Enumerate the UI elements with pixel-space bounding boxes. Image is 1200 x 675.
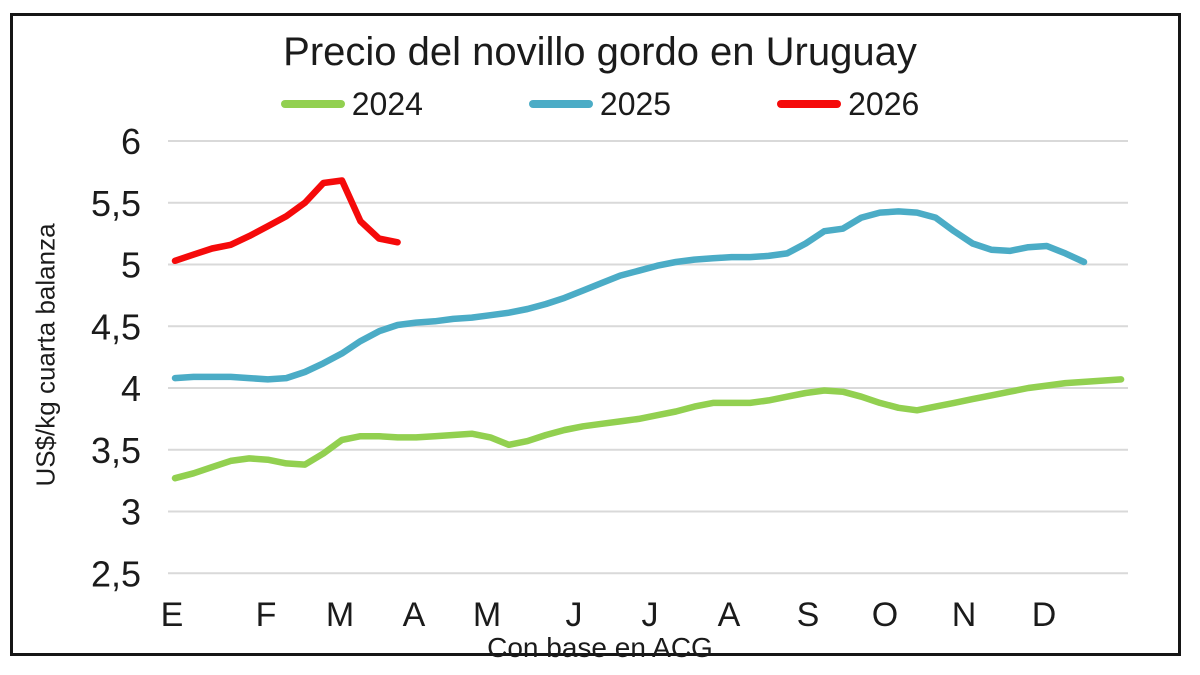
series-line-2024 xyxy=(171,376,1125,482)
y-tick-label: 4,5 xyxy=(91,306,141,347)
x-tick-label: N xyxy=(952,596,977,634)
legend-item-2024: 2024 xyxy=(280,86,423,122)
legend-swatch-2024 xyxy=(280,100,345,108)
y-tick-label: 4 xyxy=(121,368,141,409)
x-tick-label: M xyxy=(326,596,354,634)
y-tick-label: 3 xyxy=(121,492,141,533)
legend-label-2026: 2026 xyxy=(848,86,920,122)
legend-swatch-2025 xyxy=(528,100,593,108)
legend-label-2025: 2025 xyxy=(599,86,672,122)
legend-label-2024: 2024 xyxy=(351,86,423,122)
legend-item-2025: 2025 xyxy=(528,86,672,122)
chart-frame xyxy=(10,13,1181,656)
y-tick-label: 3,5 xyxy=(91,430,141,471)
y-tick-label: 5 xyxy=(121,245,141,286)
legend-item-2026: 2026 xyxy=(777,88,919,120)
x-tick-label: E xyxy=(161,596,184,634)
y-tick-label: 6 xyxy=(121,121,141,162)
x-tick-label: A xyxy=(718,596,741,634)
x-tick-label: M xyxy=(473,596,501,634)
chart-title: Precio del novillo gordo en Uruguay xyxy=(283,30,917,74)
y-tick-label: 5,5 xyxy=(91,183,141,224)
series-line-2026 xyxy=(171,177,401,265)
legend-swatch-2026 xyxy=(777,100,842,108)
chart-legend: 2024 2025 2026 xyxy=(0,88,1200,120)
x-tick-label: J xyxy=(566,596,583,634)
x-tick-label: F xyxy=(256,596,277,634)
x-tick-label: J xyxy=(642,596,659,634)
x-tick-label: A xyxy=(403,596,426,634)
x-tick-label: O xyxy=(872,596,898,634)
x-tick-label: D xyxy=(1032,596,1057,634)
series-line-2025 xyxy=(171,208,1088,383)
x-axis-title: Con base en ACG xyxy=(487,632,713,663)
x-tick-label: S xyxy=(797,596,820,634)
y-tick-label: 2,5 xyxy=(91,553,141,594)
